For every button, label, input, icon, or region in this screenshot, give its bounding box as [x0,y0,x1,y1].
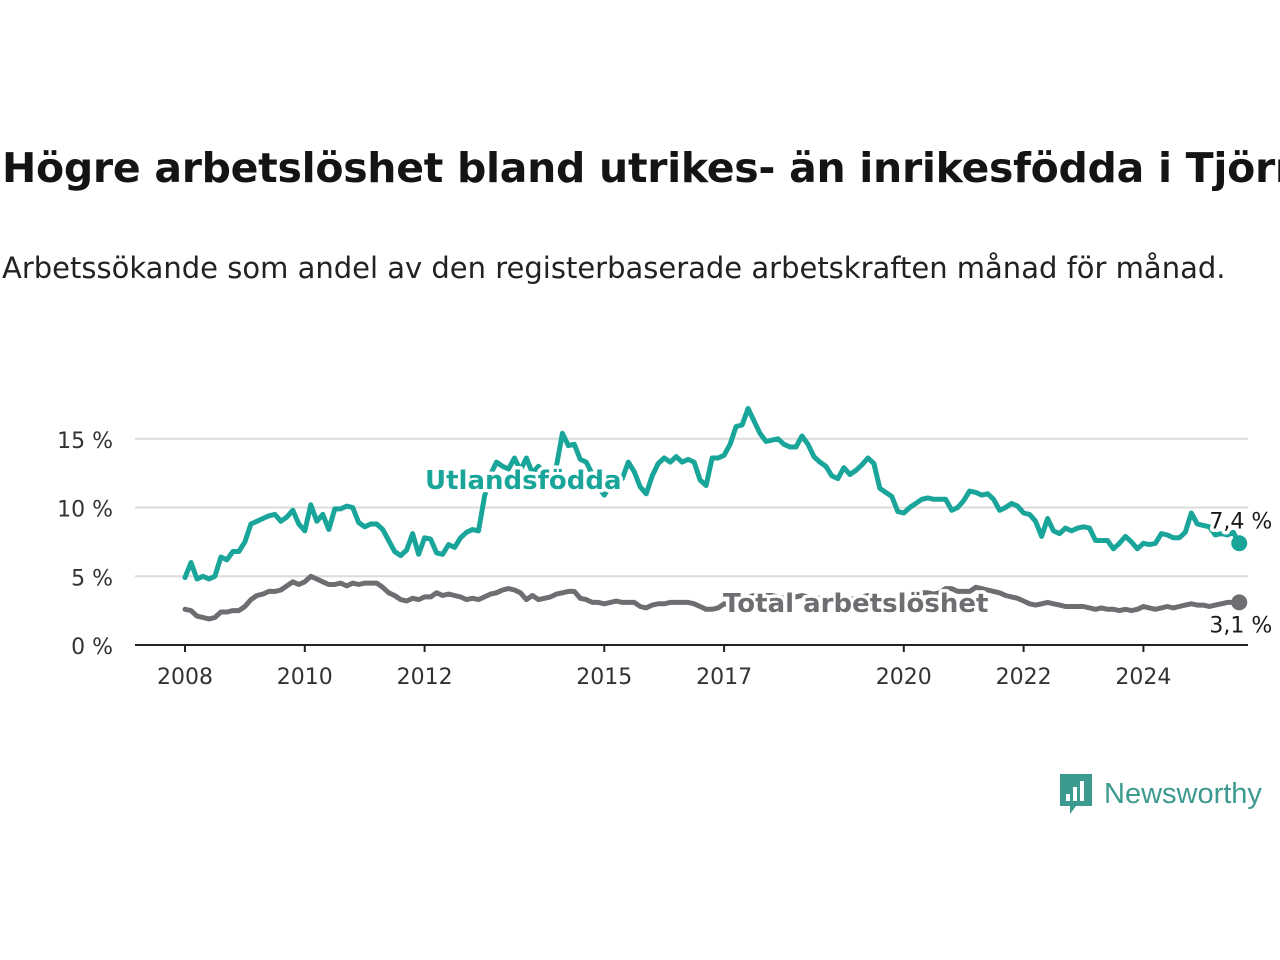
end-point-total [1231,594,1248,611]
end-value-utlandsfodda: 7,4 % [1209,509,1272,534]
brand-name: Newsworthy [1104,777,1262,810]
x-tick-label: 2024 [1115,665,1171,690]
x-tick-label: 2020 [876,665,932,690]
x-tick-label: 2008 [157,665,213,690]
series-labels: Utlandsfödda Total arbetslöshet 7,4 % 3,1 % [422,463,1276,642]
series-line-total [182,573,1242,622]
line-chart: 0 %5 %10 %15 % 2008 2010 2012 2015 2017 2020 2… [57,406,1276,690]
newsworthy-logo: Newsworthy [1058,772,1262,816]
y-tick-label: 10 % [57,498,113,523]
x-tick-label: 2022 [996,665,1052,690]
grid-lines [135,437,1248,578]
chart-title: Högre arbetslöshet bland utrikes- än inr… [2,144,1280,192]
y-tick-label: 0 % [71,635,113,660]
series-line-utlandsfodda [182,406,1242,582]
series-label-total: Total arbetslöshet [723,589,988,619]
end-value-total: 3,1 % [1209,613,1272,638]
x-tick-label: 2012 [397,665,453,690]
x-tick-label: 2017 [696,665,752,690]
newsworthy-logo-icon [1060,774,1092,814]
x-axis: 2008 2010 2012 2015 2017 2020 2022 2024 [135,644,1248,690]
end-point-utlandsfodda [1231,535,1248,552]
x-tick-label: 2010 [277,665,333,690]
y-tick-label: 15 % [57,429,113,454]
chart-subtitle: Arbetssökande som andel av den registerb… [2,251,1226,285]
x-tick-label: 2015 [576,665,632,690]
series-label-utlandsfodda: Utlandsfödda [425,466,622,496]
y-axis-ticks: 0 % 5 % 10 % 15 % [57,429,113,660]
series-lines [182,406,1248,622]
y-tick-label: 5 % [71,566,113,591]
